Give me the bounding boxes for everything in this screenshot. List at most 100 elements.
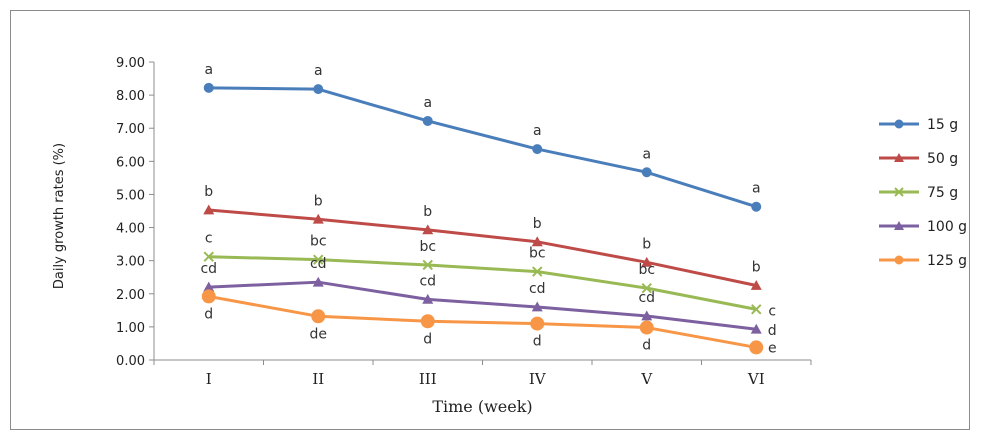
data-point <box>751 201 762 212</box>
significance-label: cd <box>419 273 436 289</box>
x-tick-label: IV <box>529 370 547 388</box>
series-line <box>208 255 757 311</box>
legend-item: 50 g <box>879 151 958 167</box>
y-tick-label: 7.00 <box>116 122 145 137</box>
data-point <box>531 236 543 247</box>
x-tick-label: III <box>419 370 437 388</box>
significance-label: d <box>204 306 213 322</box>
series-line <box>208 208 757 287</box>
significance-label: a <box>752 181 761 197</box>
legend-label: 15 g <box>927 117 958 133</box>
y-tick-label: 3.00 <box>116 255 145 270</box>
significance-label: cd <box>200 261 217 277</box>
legend-marker <box>894 221 904 230</box>
data-point <box>531 301 543 312</box>
legend: 15 g 50 g 75 g 100 g 125 g <box>879 117 967 269</box>
series-15-g <box>203 82 762 212</box>
legend-marker <box>894 153 904 162</box>
legend-marker <box>894 119 904 129</box>
y-tick-label: 1.00 <box>116 321 145 336</box>
significance-label: c <box>205 231 213 247</box>
series-75-g <box>203 251 762 315</box>
significance-label: bc <box>638 262 655 278</box>
y-tick-label: 4.00 <box>116 222 145 237</box>
data-point <box>312 213 324 224</box>
x-tick-label: VI <box>747 370 765 388</box>
significance-label: d <box>642 338 651 354</box>
legend-label: 125 g <box>927 253 967 269</box>
data-point <box>532 266 543 277</box>
significance-label: c <box>768 303 776 319</box>
x-tick-label: I <box>206 370 212 388</box>
x-axis-title: Time (week) <box>432 397 532 416</box>
data-point <box>749 340 764 355</box>
significance-label: b <box>204 184 213 200</box>
data-point <box>203 204 215 215</box>
significance-label: cd <box>310 256 327 272</box>
y-tick-label: 0.00 <box>116 354 145 369</box>
data-point <box>750 280 762 290</box>
data-point <box>313 254 324 265</box>
y-axis-title: Daily growth rates (%) <box>52 143 67 289</box>
series-50-g <box>203 204 762 290</box>
data-point <box>420 314 435 329</box>
significance-label: a <box>204 62 213 78</box>
significance-label: d <box>423 331 432 347</box>
data-point <box>203 82 214 93</box>
significance-label: d <box>533 334 542 350</box>
legend-label: 75 g <box>927 185 958 201</box>
significance-label: cd <box>638 290 655 306</box>
axes: 0.00 1.00 2.00 3.00 4.00 5.00 6.00 7.00 8.00 9.00… <box>116 56 812 388</box>
series-125-g <box>201 289 764 355</box>
line-chart: 0.00 1.00 2.00 3.00 4.00 5.00 6.00 7.00 8.00 9.00… <box>52 56 967 416</box>
significance-label: b <box>423 204 432 220</box>
significance-label: b <box>642 236 651 252</box>
data-point <box>639 320 654 335</box>
significance-label: d <box>768 323 777 339</box>
y-tick-label: 5.00 <box>116 188 145 203</box>
significance-label: bc <box>529 246 546 262</box>
data-point <box>422 224 434 235</box>
series-line <box>208 86 757 209</box>
data-point <box>751 304 762 315</box>
data-point <box>750 323 762 334</box>
series-line <box>208 294 757 349</box>
data-point <box>422 293 434 304</box>
significance-label: e <box>768 340 777 356</box>
data-point <box>312 276 324 287</box>
legend-label: 50 g <box>927 151 958 167</box>
significance-label: b <box>533 216 542 232</box>
significance-label: b <box>752 260 761 276</box>
y-tick-label: 6.00 <box>116 155 145 170</box>
data-point <box>532 144 543 155</box>
legend-label: 100 g <box>927 219 967 235</box>
significance-label: bc <box>310 234 327 250</box>
significance-label: de <box>310 326 328 342</box>
significance-label: a <box>533 123 542 139</box>
data-point <box>530 316 545 331</box>
x-tick-label: II <box>312 370 324 388</box>
chart-frame: 0.00 1.00 2.00 3.00 4.00 5.00 6.00 7.00 8.00 9.00… <box>10 10 970 430</box>
series-line <box>208 280 757 331</box>
significance-label: b <box>314 193 323 209</box>
data-point <box>641 282 652 294</box>
data-point <box>641 310 653 321</box>
data-point <box>201 289 216 304</box>
y-tick-label: 8.00 <box>116 89 145 104</box>
legend-marker <box>894 187 904 197</box>
legend-item: 125 g <box>879 253 967 269</box>
data-point <box>313 84 324 95</box>
significance-label: bc <box>419 239 436 255</box>
legend-marker <box>894 255 904 265</box>
y-tick-label: 9.00 <box>116 56 145 71</box>
significance-label: a <box>642 146 651 162</box>
y-tick-label: 2.00 <box>116 288 145 303</box>
data-point <box>311 309 326 324</box>
data-point <box>422 259 433 271</box>
significance-label: cd <box>529 281 546 297</box>
legend-item: 15 g <box>879 117 958 133</box>
series-100-g <box>203 276 762 334</box>
series-layer <box>201 82 764 355</box>
data-point <box>203 251 214 262</box>
